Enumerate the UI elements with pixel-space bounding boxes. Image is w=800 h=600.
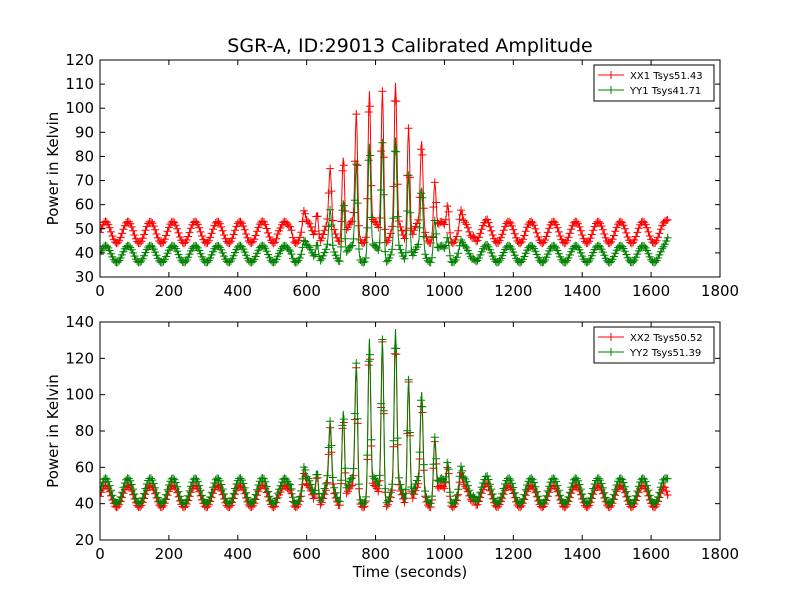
series-markers-1: [100, 87, 672, 248]
x-tick-label: 800: [361, 282, 390, 300]
x-tick-label: 600: [292, 545, 321, 563]
y-tick-label: 60: [75, 458, 94, 476]
x-tick-label: 1000: [425, 282, 463, 300]
x-tick-label: 1200: [494, 545, 532, 563]
x-tick-label: 1600: [632, 282, 670, 300]
y-tick-label: 50: [75, 220, 94, 238]
data-point-markers: [100, 335, 672, 508]
y-tick-label: 100: [65, 386, 94, 404]
legend-entry: YY2 Tsys51.39: [629, 348, 701, 359]
x-tick-label: 0: [95, 282, 105, 300]
y-tick-label: 30: [75, 268, 94, 286]
legend-marker: [607, 348, 615, 356]
bottom-panel: 0 200 400 600 800 1000 1200 1400 1600 1800 20 40 60 8…: [44, 313, 739, 563]
y-tick-label: 110: [65, 75, 94, 93]
legend-marker: [607, 333, 615, 341]
y-tick-label: 40: [75, 495, 94, 513]
y-tick-label: 100: [65, 99, 94, 117]
x-tick-label: 0: [95, 545, 105, 563]
legend-marker: [607, 71, 615, 79]
x-tick-label: 1000: [425, 545, 463, 563]
x-tick-label: 200: [155, 282, 184, 300]
legend-entry: XX2 Tsys50.52: [630, 333, 703, 344]
y-tick-label: 120: [65, 51, 94, 69]
legend-entry: YY1 Tsys41.71: [629, 86, 701, 97]
series-markers-2: [100, 138, 672, 267]
y-tick-label: 70: [75, 172, 94, 190]
x-tick-label: 1400: [563, 545, 601, 563]
x-tick-label: 800: [361, 545, 390, 563]
x-tick-label: 400: [223, 282, 252, 300]
x-axis-label: Time (seconds): [352, 563, 468, 581]
series-markers-2: [100, 335, 672, 508]
y-tick-label: 60: [75, 196, 94, 214]
x-tick-label: 1800: [701, 282, 739, 300]
data-point-markers: [100, 87, 672, 248]
x-tick-label: 200: [155, 545, 184, 563]
data-point-markers: [100, 138, 672, 267]
y-tick-label: 90: [75, 123, 94, 141]
x-tick-label: 1600: [632, 545, 670, 563]
axes-frame: [99, 59, 721, 278]
figure-title: SGR-A, ID:29013 Calibrated Amplitude: [227, 35, 592, 57]
legend: XX1 Tsys51.43 YY1 Tsys41.71: [593, 64, 715, 102]
top-panel: 0 200 400 600 800 1000 1200 1400 1600 1800 30 40 50 6…: [44, 51, 739, 300]
x-tick-label: 600: [292, 282, 321, 300]
x-tick-label: 1800: [701, 545, 739, 563]
legend-box: [593, 326, 715, 364]
y-tick-label: 20: [75, 531, 94, 549]
x-tick-label: 1200: [494, 282, 532, 300]
x-tick-label: 400: [223, 545, 252, 563]
legend-entry: XX1 Tsys51.43: [630, 71, 703, 82]
y-axis-label: Power in Kelvin: [44, 112, 62, 226]
legend: XX2 Tsys50.52 YY2 Tsys51.39: [593, 326, 715, 364]
y-tick-label: 140: [65, 313, 94, 331]
legend-marker: [607, 86, 615, 94]
y-tick-label: 80: [75, 147, 94, 165]
y-tick-label: 120: [65, 349, 94, 367]
legend-box: [593, 64, 715, 102]
x-tick-label: 1400: [563, 282, 601, 300]
y-axis-label: Power in Kelvin: [44, 374, 62, 488]
y-tick-label: 40: [75, 244, 94, 262]
y-tick-label: 80: [75, 422, 94, 440]
